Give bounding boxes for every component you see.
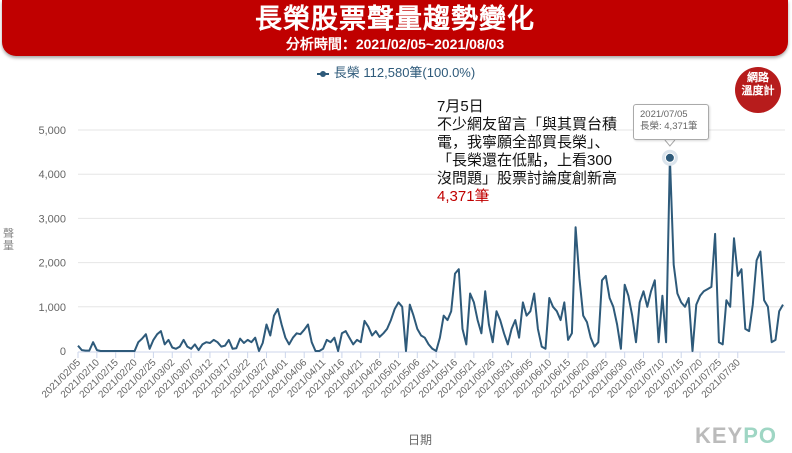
tooltip-date: 2021/07/05 xyxy=(640,109,688,120)
annotation-text: 電，我寧願全部買長榮」、 xyxy=(437,134,610,151)
peak-annotation: 7月5日 不少網友留言「與其買台積 電，我寧願全部買長榮」、 「長榮還在低點，上… xyxy=(437,98,627,206)
badge-line2: 溫度計 xyxy=(741,85,775,97)
annotation-text: 「長榮還在低點，上看300 xyxy=(437,152,613,169)
peak-point[interactable] xyxy=(664,152,675,163)
y-axis-title: 聲量 xyxy=(3,228,14,252)
y-tick-label: 1,000 xyxy=(38,302,66,314)
legend-item[interactable]: 長榮 112,580筆(100.0%) xyxy=(0,62,792,81)
x-axis-title: 日期 xyxy=(408,433,433,447)
annotation-date: 7月5日 xyxy=(437,98,484,115)
page-title: 長榮股票聲量趨勢變化 xyxy=(255,4,535,34)
tooltip-pointer xyxy=(664,139,676,147)
series-marker-icon xyxy=(316,70,329,77)
brand-left: KEY xyxy=(695,423,744,448)
y-tick-label: 4,000 xyxy=(38,169,66,181)
y-tick-label: 5,000 xyxy=(38,125,66,137)
analysis-period: 分析時間：2021/02/05~2021/08/03 xyxy=(285,36,505,52)
annotation-text: 沒問題」股票討論度創新高 xyxy=(437,170,618,187)
annotation-value: 4,371筆 xyxy=(437,188,490,205)
tooltip-value: 長榮: 4,371筆 xyxy=(640,121,698,132)
annotation-text: 不少網友留言「與其買台積 xyxy=(437,116,618,133)
title-banner: 長榮股票聲量趨勢變化 分析時間：2021/02/05~2021/08/03 xyxy=(2,0,788,56)
peak-tooltip: 2021/07/05 長榮: 4,371筆 xyxy=(633,104,709,140)
brand-right: PO xyxy=(743,423,778,448)
y-tick-label: 2,000 xyxy=(38,258,66,270)
badge-line1: 網路 xyxy=(747,72,769,84)
y-tick-label: 3,000 xyxy=(38,213,66,225)
keypo-logo: KEYPO xyxy=(695,423,777,449)
series-line xyxy=(77,156,784,352)
y-tick-label: 0 xyxy=(60,346,66,358)
legend-label: 長榮 112,580筆(100.0%) xyxy=(333,65,476,80)
web-thermometer-logo: 網路 溫度計 xyxy=(735,67,781,113)
